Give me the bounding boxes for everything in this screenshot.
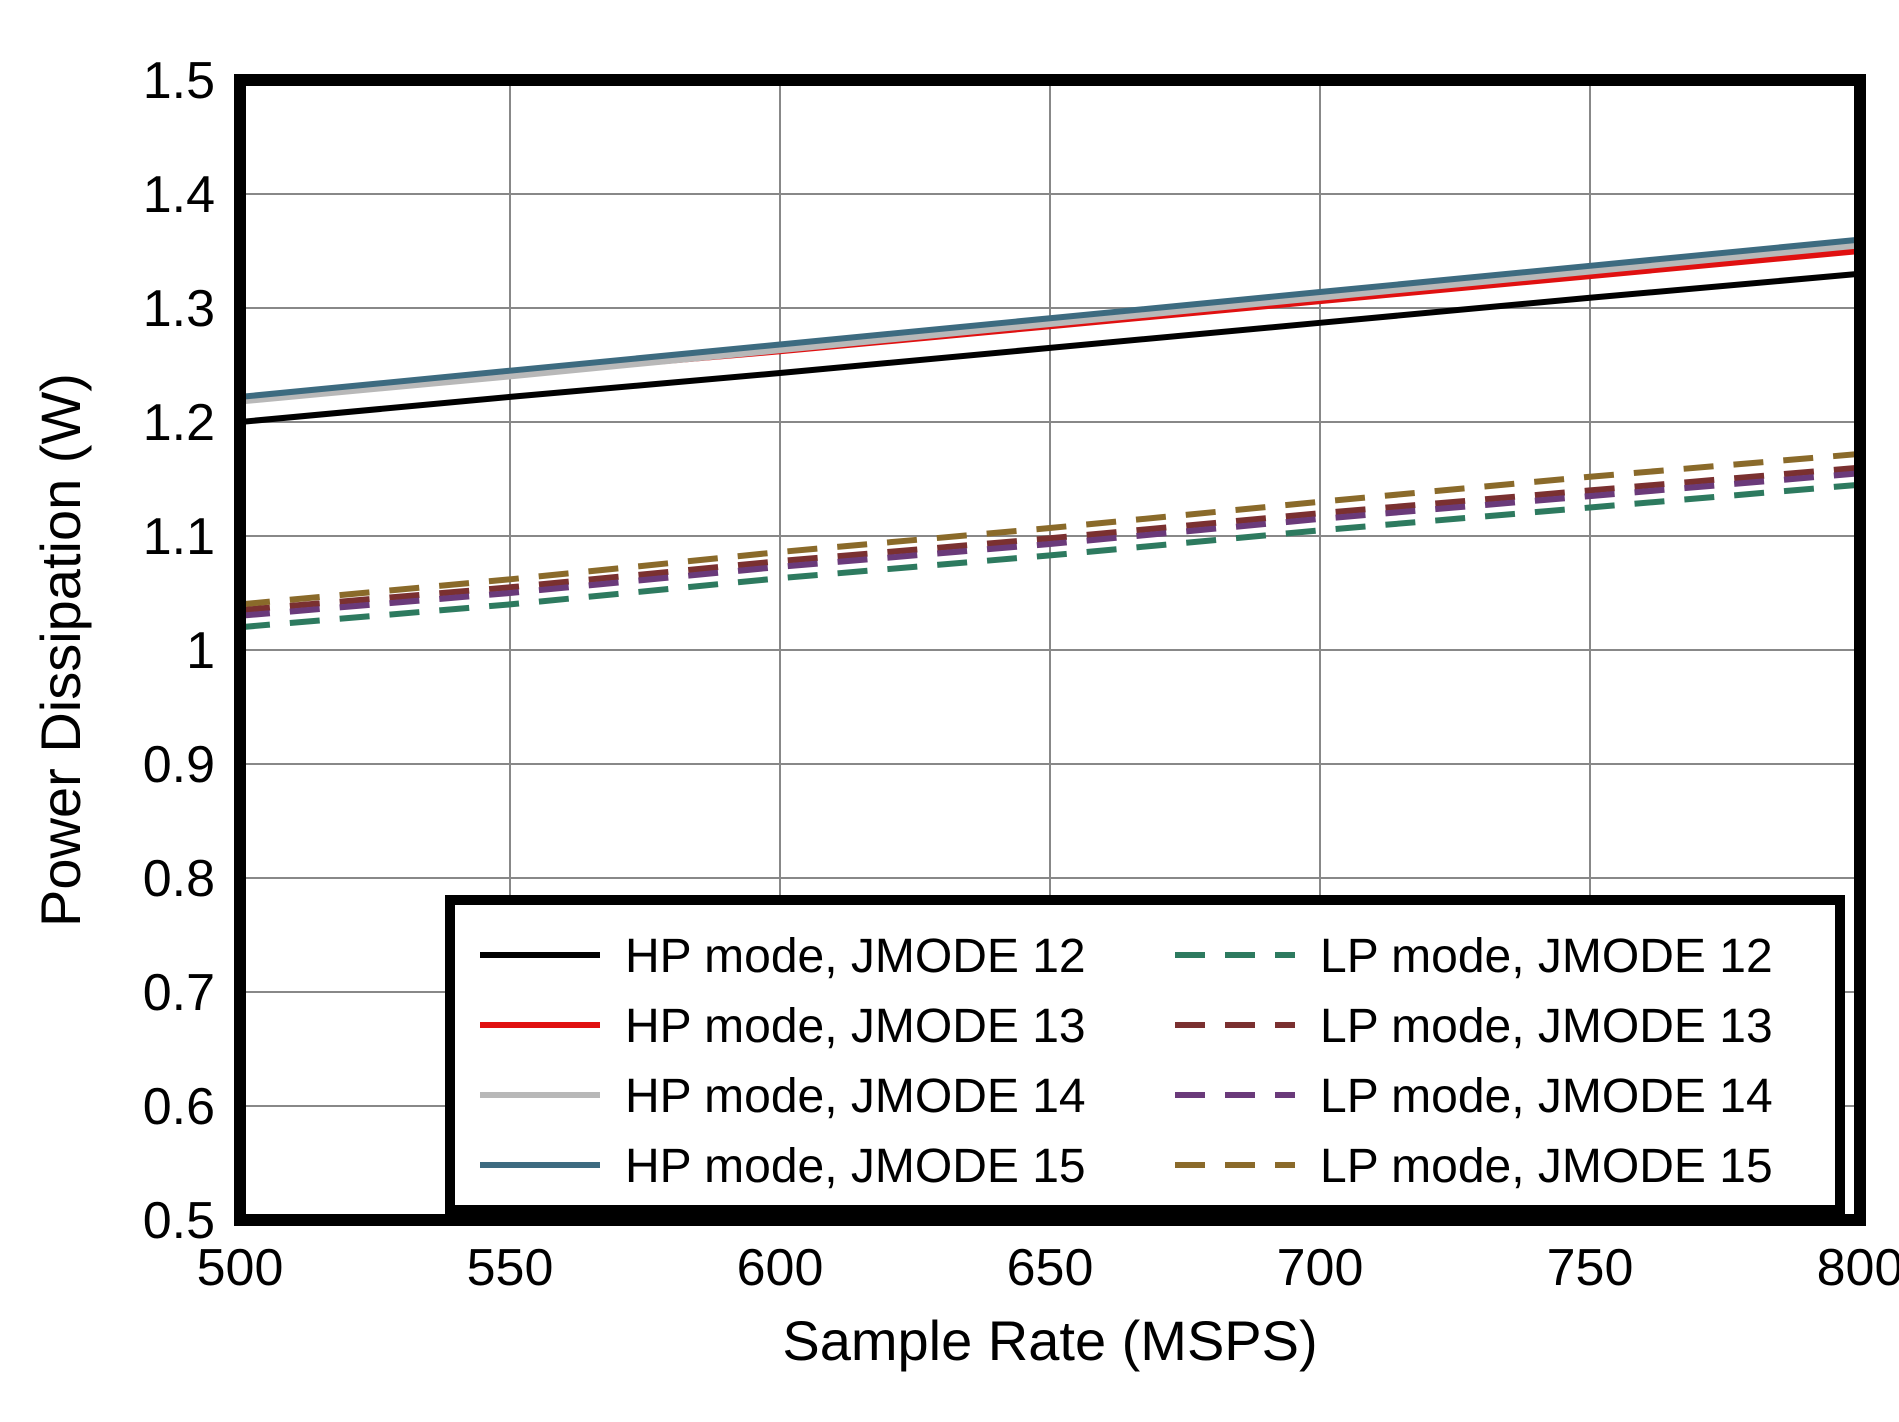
y-tick-label: 1.3 [143,280,215,338]
y-tick-label: 1.5 [143,52,215,110]
x-axis-label: Sample Rate (MSPS) [782,1309,1317,1372]
legend-label: HP mode, JMODE 13 [625,1000,1086,1053]
x-tick-label: 550 [467,1239,554,1297]
legend-label: HP mode, JMODE 14 [625,1070,1086,1123]
legend-label: LP mode, JMODE 14 [1320,1070,1773,1123]
y-tick-label: 1.1 [143,508,215,566]
legend-label: HP mode, JMODE 15 [625,1140,1086,1193]
chart-svg: HP mode, JMODE 12 LP mode, JMODE 12 HP mod… [20,20,1899,1402]
x-tick-label: 600 [737,1239,824,1297]
legend-label: LP mode, JMODE 12 [1320,930,1773,983]
x-tick-label: 800 [1817,1239,1899,1297]
y-tick-label: 1.2 [143,394,215,452]
y-tick-label: 1 [186,622,215,680]
x-tick-label: 650 [1007,1239,1094,1297]
y-tick-label: 0.7 [143,964,215,1022]
y-axis-label: Power Dissipation (W) [29,373,92,927]
y-tick-label: 0.8 [143,850,215,908]
y-tick-label: 0.5 [143,1192,215,1250]
x-tick-label: 750 [1547,1239,1634,1297]
power-dissipation-chart: HP mode, JMODE 12 LP mode, JMODE 12 HP mod… [20,20,1899,1402]
legend-label: LP mode, JMODE 13 [1320,1000,1773,1053]
legend-label: LP mode, JMODE 15 [1320,1140,1773,1193]
legend-label: HP mode, JMODE 12 [625,930,1086,983]
x-tick-label: 700 [1277,1239,1364,1297]
y-tick-label: 1.4 [143,166,215,224]
legend: HP mode, JMODE 12 LP mode, JMODE 12 HP mod… [450,900,1840,1210]
y-tick-label: 0.6 [143,1078,215,1136]
y-tick-label: 0.9 [143,736,215,794]
